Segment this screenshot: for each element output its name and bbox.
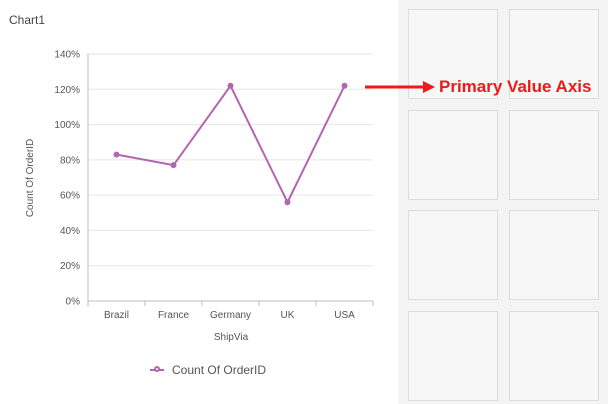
data-point[interactable] xyxy=(341,82,348,89)
empty-cell[interactable] xyxy=(509,210,599,300)
x-tick-label: Germany xyxy=(210,310,251,321)
arrow-right-icon xyxy=(365,81,435,93)
empty-cell[interactable] xyxy=(408,311,498,401)
y-tick-label: 140% xyxy=(54,50,80,61)
x-axis-title: ShipVia xyxy=(214,332,249,343)
legend[interactable]: Count Of OrderID xyxy=(150,363,266,377)
y-tick-label: 20% xyxy=(60,261,80,272)
x-tick-label: UK xyxy=(281,310,295,321)
data-point[interactable] xyxy=(170,162,177,169)
empty-cell[interactable] xyxy=(408,210,498,300)
y-tick-label: 120% xyxy=(54,85,80,96)
chart-title: Chart1 xyxy=(9,13,46,27)
data-point[interactable] xyxy=(227,82,234,89)
x-tick-label: France xyxy=(158,310,190,321)
y-tick-label: 100% xyxy=(54,120,80,131)
empty-cell[interactable] xyxy=(509,110,599,200)
empty-cell[interactable] xyxy=(408,9,498,99)
empty-cell[interactable] xyxy=(509,9,599,99)
data-point[interactable] xyxy=(113,151,120,158)
x-tick-label: USA xyxy=(334,310,355,321)
line-chart: 0% 20% 40% 60% 80% 100% 120% 140% Brazil France Ge… xyxy=(25,50,374,343)
grid-lines xyxy=(88,53,373,302)
y-tick-label: 60% xyxy=(60,191,80,202)
series-layer xyxy=(113,82,348,206)
y-tick-label: 40% xyxy=(60,226,80,237)
primary-value-axis-annotation: Primary Value Axis xyxy=(365,77,591,97)
axes: 0% 20% 40% 60% 80% 100% 120% 140% Brazil France Ge… xyxy=(54,50,374,321)
annotation-label: Primary Value Axis xyxy=(439,77,592,96)
y-axis-title: Count Of OrderID xyxy=(25,139,36,217)
empty-cell-grid xyxy=(408,9,600,404)
x-tick-label: Brazil xyxy=(104,310,129,321)
empty-cell[interactable] xyxy=(509,311,599,401)
empty-cell[interactable] xyxy=(408,110,498,200)
series-line[interactable] xyxy=(116,83,346,205)
chart-panel: Chart1 0% 20% 40% 60% 80% 100% 120% 140% Brazil F… xyxy=(0,0,398,404)
y-tick-label: 80% xyxy=(60,155,80,166)
line-marker-icon xyxy=(150,365,164,375)
legend-label: Count Of OrderID xyxy=(172,363,267,377)
y-tick-label: 0% xyxy=(66,297,81,308)
data-point[interactable] xyxy=(284,199,291,206)
